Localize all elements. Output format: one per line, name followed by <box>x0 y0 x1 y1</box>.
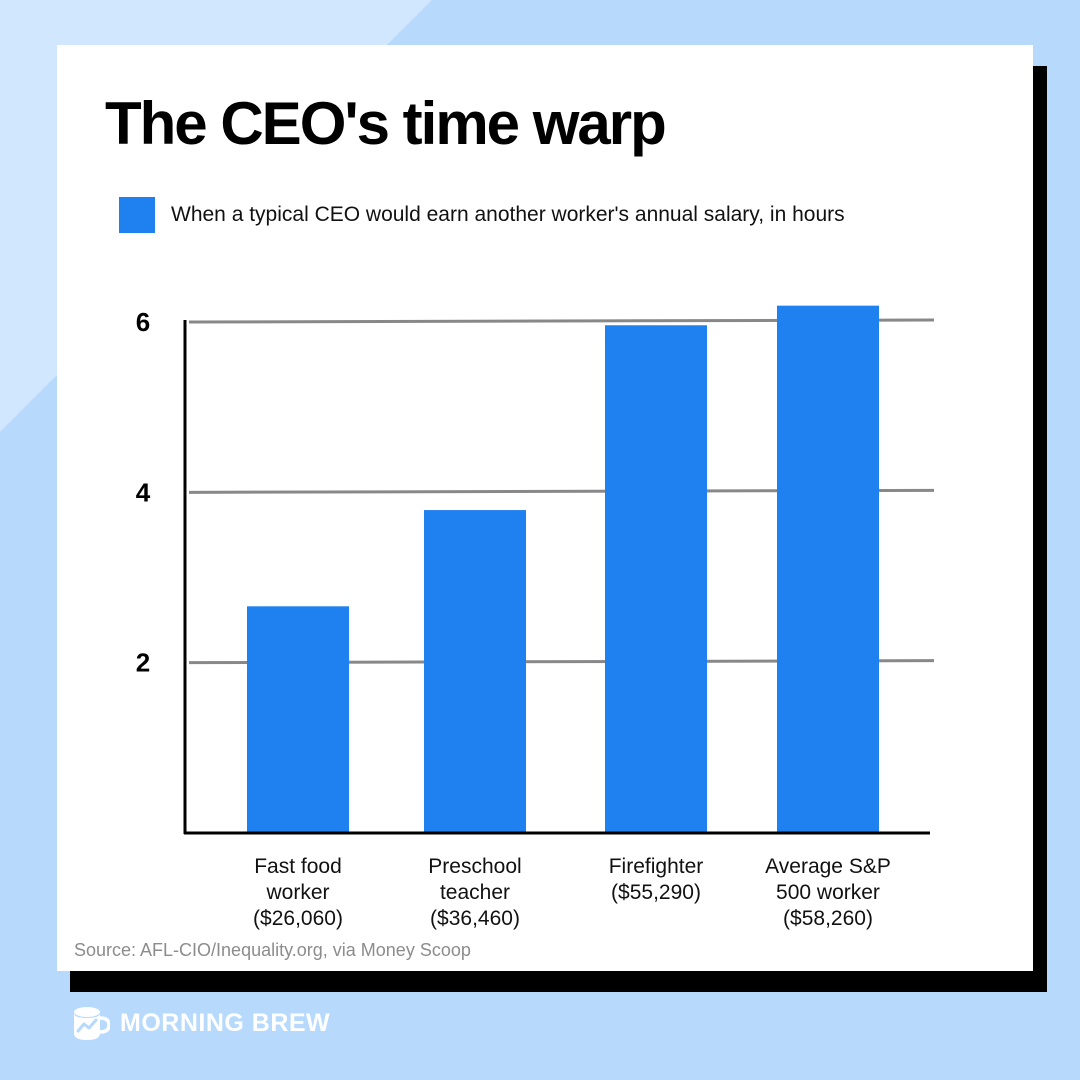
legend-swatch <box>119 197 155 233</box>
bar-chart: 2 4 6 Fast food worker ($26,060) Preschool teac… <box>136 305 935 930</box>
legend: When a typical CEO would earn another wo… <box>119 197 845 233</box>
x-tick-label: Average S&P 500 worker ($58,260) <box>765 855 891 930</box>
y-tick-label: 6 <box>136 307 150 337</box>
x-tick-label: Firefighter ($55,290) <box>609 855 704 904</box>
coffee-mug-logo-icon <box>74 1007 110 1040</box>
y-tick-label: 2 <box>136 648 150 678</box>
x-tick-label: Fast food worker ($26,060) <box>253 855 343 930</box>
chart-title: The CEO's time warp <box>105 90 667 157</box>
x-tick-label: Preschool teacher ($36,460) <box>428 855 521 930</box>
brand-logo: MORNING BREW <box>70 1003 330 1043</box>
chart-card: The CEO's time warp When a typical CEO w… <box>57 45 1033 971</box>
bar <box>777 305 879 832</box>
brand-name: MORNING BREW <box>120 1008 331 1037</box>
bar <box>424 510 526 832</box>
bar <box>247 606 349 832</box>
y-tick-label: 4 <box>136 477 151 507</box>
source-note: Source: AFL-CIO/Inequality.org, via Mone… <box>74 940 471 960</box>
legend-label: When a typical CEO would earn another wo… <box>171 203 845 226</box>
bar <box>605 325 707 832</box>
